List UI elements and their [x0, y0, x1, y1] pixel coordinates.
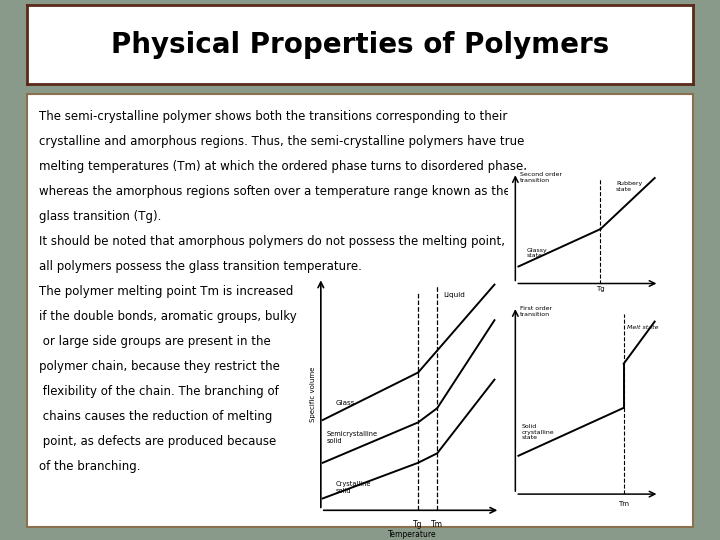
Text: Liquid: Liquid — [443, 292, 465, 298]
Text: The polymer melting point Tm is increased: The polymer melting point Tm is increase… — [40, 285, 294, 298]
Text: polymer chain, because they restrict the: polymer chain, because they restrict the — [40, 360, 280, 373]
Text: Specific volume: Specific volume — [310, 366, 316, 422]
Text: crystalline and amorphous regions. Thus, the semi-crystalline polymers have true: crystalline and amorphous regions. Thus,… — [40, 134, 525, 147]
Text: point, as defects are produced because: point, as defects are produced because — [40, 435, 276, 448]
Text: melting temperatures (Tm) at which the ordered phase turns to disordered phase,: melting temperatures (Tm) at which the o… — [40, 160, 527, 173]
Text: The semi-crystalline polymer shows both the transitions corresponding to their: The semi-crystalline polymer shows both … — [40, 110, 508, 123]
Text: if the double bonds, aromatic groups, bulky: if the double bonds, aromatic groups, bu… — [40, 310, 297, 323]
Text: Tg: Tg — [413, 520, 423, 529]
Text: Tm: Tm — [431, 520, 444, 529]
Text: Glass: Glass — [336, 400, 356, 407]
Text: all polymers possess the glass transition temperature.: all polymers possess the glass transitio… — [40, 260, 362, 273]
Text: Tm: Tm — [618, 501, 629, 507]
Text: whereas the amorphous regions soften over a temperature range known as the: whereas the amorphous regions soften ove… — [40, 185, 511, 198]
Text: Physical Properties of Polymers: Physical Properties of Polymers — [111, 31, 609, 58]
Text: flexibility of the chain. The branching of: flexibility of the chain. The branching … — [40, 385, 279, 398]
Text: Temperature: Temperature — [388, 530, 437, 539]
Text: Glassy
state: Glassy state — [526, 248, 547, 259]
Text: Rubbery
state: Rubbery state — [616, 181, 642, 192]
Text: Solid
crystalline
state: Solid crystalline state — [521, 424, 554, 441]
Text: chains causes the reduction of melting: chains causes the reduction of melting — [40, 410, 273, 423]
Text: Melt state: Melt state — [627, 326, 658, 330]
Text: Second order
transition: Second order transition — [520, 172, 562, 183]
Text: glass transition (Tg).: glass transition (Tg). — [40, 210, 162, 223]
Text: Semicrystalline
solid: Semicrystalline solid — [327, 431, 378, 444]
Text: or large side groups are present in the: or large side groups are present in the — [40, 335, 271, 348]
Text: First order
transition: First order transition — [520, 306, 552, 317]
Text: of the branching.: of the branching. — [40, 461, 141, 474]
Text: Crystalline
solid: Crystalline solid — [336, 481, 372, 494]
Text: Tg: Tg — [596, 286, 605, 293]
Text: It should be noted that amorphous polymers do not possess the melting point, but: It should be noted that amorphous polyme… — [40, 235, 528, 248]
